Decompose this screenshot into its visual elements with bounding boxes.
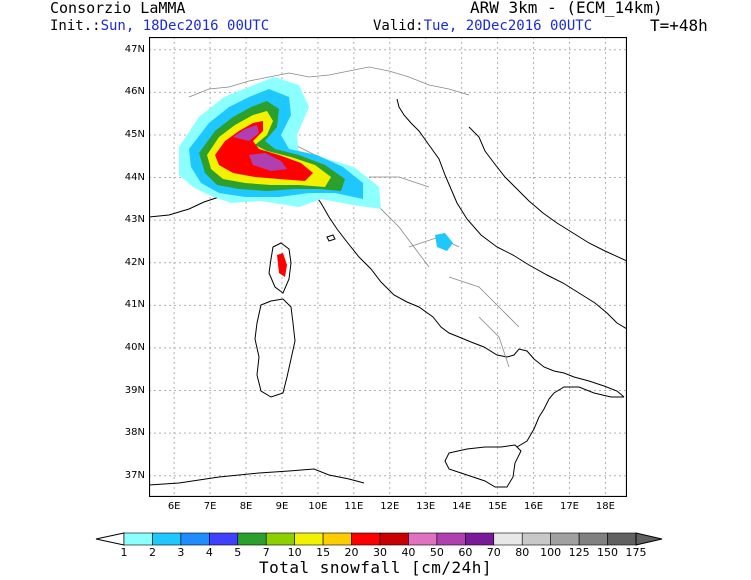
colorbar-level-label: 1: [121, 546, 128, 557]
colorbar-level-label: 40: [401, 546, 415, 557]
colorbar-swatch: [465, 532, 495, 546]
colorbar-swatch: [578, 532, 608, 546]
lon-tick-label: 9E: [275, 501, 289, 512]
alps-border: [188, 66, 470, 98]
valid-line: Valid:Tue, 20Dec2016 00UTC: [373, 18, 592, 34]
lat-tick-label: 39N: [124, 384, 145, 396]
colorbar-low-end: [95, 532, 125, 546]
sardinia: [254, 298, 296, 398]
colorbar-level-label: 125: [569, 546, 590, 557]
colorbar-swatch: [408, 532, 438, 546]
lon-tick-label: 14E: [452, 501, 472, 512]
sicily: [444, 444, 522, 488]
colorbar-level-label: 100: [540, 546, 561, 557]
colorbar-swatch: [152, 532, 182, 546]
colorbar-level-label: 15: [316, 546, 330, 557]
lat-tick-label: 42N: [124, 256, 145, 268]
lon-tick-label: 13E: [416, 501, 436, 512]
lon-tick-label: 11E: [344, 501, 364, 512]
colorbar-level-label: 30: [373, 546, 387, 557]
snow-magenta: [233, 125, 287, 171]
init-value: Sun, 18Dec2016 00UTC: [100, 18, 270, 34]
colorbar-level-label: 20: [345, 546, 359, 557]
balkan-coast: [468, 126, 627, 262]
north-africa-coast: [149, 468, 365, 486]
colorbar-level-label: 5: [234, 546, 241, 557]
lon-tick-label: 10E: [308, 501, 328, 512]
colorbar-swatch: [607, 532, 637, 546]
organization-title: Consorzio LaMMA: [50, 0, 186, 17]
lat-tick-label: 40N: [124, 341, 145, 353]
lat-tick-label: 41N: [124, 299, 145, 311]
colorbar-level-label: 80: [515, 546, 529, 557]
colorbar-level-label: 60: [458, 546, 472, 557]
italy-boot-heel: [516, 386, 624, 448]
lat-tick-label: 44N: [124, 171, 145, 183]
colorbar-level-label: 50: [430, 546, 444, 557]
lat-tick-label: 38N: [124, 427, 145, 439]
colorbar-level-label: 7: [263, 546, 270, 557]
colorbar-swatch: [550, 532, 580, 546]
snowfall-map: [149, 37, 627, 497]
snow-apennine: [435, 233, 453, 251]
colorbar-swatch: [180, 532, 210, 546]
adriatic-coast: [396, 98, 627, 330]
colorbar-swatch: [123, 532, 153, 546]
snow-corsica: [277, 253, 287, 277]
snowfall-field: [179, 77, 453, 277]
colorbar-swatch: [237, 532, 267, 546]
lon-tick-label: 17E: [559, 501, 579, 512]
colorbar-swatch: [521, 532, 551, 546]
lon-tick-label: 8E: [239, 501, 253, 512]
legend-title: Total snowfall [cm/24h]: [258, 558, 493, 577]
colorbar-swatch: [322, 532, 352, 546]
colorbar-level-label: 2: [149, 546, 156, 557]
init-line: Init.:Sun, 18Dec2016 00UTC: [50, 18, 269, 34]
colorbar-level-label: 4: [206, 546, 213, 557]
lat-tick-label: 47N: [124, 43, 145, 55]
lat-tick-label: 37N: [124, 469, 145, 481]
lat-tick-label: 46N: [124, 86, 145, 98]
lon-tick-label: 6E: [167, 501, 181, 512]
lon-tick-label: 16E: [524, 501, 544, 512]
colorbar-level-label: 150: [597, 546, 618, 557]
colorbar-swatch: [265, 532, 295, 546]
lat-tick-label: 43N: [124, 214, 145, 226]
corsica: [268, 242, 292, 294]
colorbar: 1 2 3 4 5 7 10 15 20 30 40 50 60 70 80 100 125 150 175: [95, 532, 663, 557]
lon-tick-label: 7E: [203, 501, 217, 512]
lead-time: T=+48h: [650, 16, 708, 35]
lon-tick-label: 12E: [380, 501, 400, 512]
colorbar-high-end: [635, 532, 663, 546]
colorbar-level-label: 70: [487, 546, 501, 557]
valid-value: Tue, 20Dec2016 00UTC: [423, 18, 593, 34]
colorbar-swatch: [209, 532, 239, 546]
colorbar-swatch: [351, 532, 381, 546]
colorbar-swatch: [493, 532, 523, 546]
colorbar-swatch: [436, 532, 466, 546]
map-border: [149, 37, 627, 497]
lon-tick-label: 15E: [488, 501, 508, 512]
colorbar-level-label: 175: [626, 546, 647, 557]
colorbar-level-label: 10: [288, 546, 302, 557]
valid-label: Valid:: [373, 18, 424, 34]
colorbar-level-label: 3: [177, 546, 184, 557]
init-label: Init.:: [50, 18, 101, 34]
colorbar-swatch: [294, 532, 324, 546]
lat-tick-label: 45N: [124, 128, 145, 140]
model-title: ARW 3km - (ECM_14km): [470, 0, 663, 17]
colorbar-swatch: [379, 532, 409, 546]
lon-tick-label: 18E: [595, 501, 615, 512]
elba-island: [326, 234, 336, 242]
